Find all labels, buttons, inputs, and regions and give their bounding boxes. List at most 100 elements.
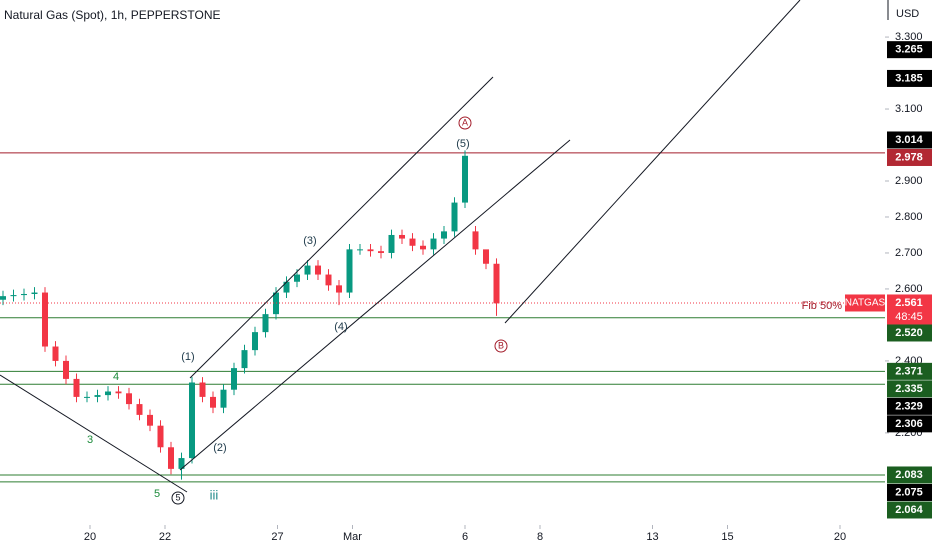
candle-body [168,447,174,469]
descending-line [0,374,188,493]
price-label-box [887,483,932,501]
x-tick-label: 13 [646,531,658,543]
price-label: 2.083 [895,469,923,481]
candle-body [472,231,479,250]
candle-body [241,350,248,369]
y-tick-label: 2.800 [895,211,923,223]
wave-label: iii [210,487,219,502]
candle-body [220,389,227,408]
candle-body [451,202,458,232]
candle-body [493,263,500,304]
price-label-box [887,131,932,149]
price-label: 3.185 [895,72,923,84]
candle-body [126,393,132,405]
wave-label: B [498,340,504,350]
x-tick-label: 15 [721,531,733,543]
candle-body [304,265,311,275]
price-label-box [887,501,932,519]
x-tick-label: 6 [462,531,468,543]
x-tick-label: 22 [159,531,171,543]
candle-body [378,251,384,253]
countdown: 48:45 [895,311,923,323]
price-label: 2.520 [895,327,923,339]
price-label-box [887,41,932,59]
candle-body [115,391,122,394]
price-label: 2.075 [895,486,923,498]
wave-label: 5 [154,488,160,500]
candle-body [0,296,7,300]
price-label: 2.306 [895,418,923,430]
y-tick-label: 2.600 [895,283,923,295]
channel-upper [189,76,494,379]
fib-label: Fib 50% [802,300,843,312]
candle-body [430,238,437,250]
candle-body [336,285,342,293]
candle-body [483,249,489,264]
y-tick-label: 3.100 [895,103,923,115]
price-label-box [887,362,932,380]
circle-b [494,339,508,353]
candle-body [189,382,195,459]
wave-label: (2) [213,442,226,454]
price-label-box [887,397,932,415]
wave-label: (3) [303,235,316,247]
candle-body [52,346,59,361]
candle-body [210,396,216,408]
candle-body [283,281,290,293]
trend-lines [0,0,801,493]
wave-label: A [462,117,468,127]
candle-body [199,382,206,397]
price-label-box [887,466,932,484]
candle-body [231,368,237,390]
symbol: NATGAS [845,298,886,309]
candle-body [105,391,111,396]
x-tick-label: 8 [537,531,543,543]
wave-label: 5 [175,492,180,502]
projection-line [504,0,801,324]
currency: USD [896,8,919,20]
y-tick-label: 2.700 [895,247,923,259]
candle-body [136,404,143,415]
symbol-box [845,294,885,312]
candle-body [367,249,374,252]
candle-body [462,155,468,203]
price-label: 2.371 [895,365,923,377]
candle-body [84,396,90,398]
wave-label: (1) [181,351,194,363]
price-label-box [887,415,932,433]
price-label-box [887,69,932,87]
price-label: 3.014 [895,134,923,146]
candle-body [315,265,321,275]
price-label: 2.978 [895,151,923,163]
price-label: 2.335 [895,383,923,395]
y-tick-label: 2.900 [895,175,923,187]
x-tick-label: 20 [84,531,96,543]
candle-body [409,238,416,246]
candle-body [325,274,332,286]
candle-body [147,414,153,426]
wave-label: (5) [456,138,469,150]
wave-label: (4) [334,321,347,333]
price-label-box [887,324,932,342]
candle-body [346,249,353,293]
candle-body [31,292,38,294]
x-tick-label: Mar [343,531,362,543]
price-label-box [887,294,932,325]
channel-lower [179,139,571,471]
candle-body [94,395,101,397]
candle-body [21,293,27,296]
candle-body [10,295,17,297]
price-label: 3.265 [895,44,923,56]
y-tick-label: 3.300 [895,31,923,43]
candle-body [420,245,426,250]
wave-label: 4 [113,371,119,383]
candle-body [357,249,363,251]
candle-body [399,234,405,239]
background-layer: 3.3003.1002.9002.8002.7002.6002.4002.200… [0,31,923,543]
candle-body [178,458,185,469]
wave-circles [171,116,508,505]
candle-body [441,231,447,239]
candle-body [294,274,300,282]
wave-label: 3 [87,434,93,446]
